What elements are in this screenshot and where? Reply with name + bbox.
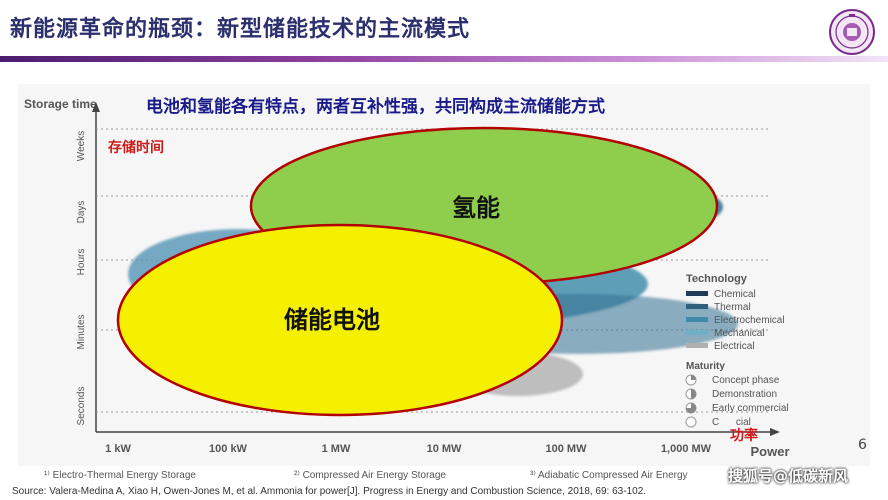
x-tick-1mw: 1 MW: [322, 443, 351, 455]
legend-technology-electrochemical: Electrochemical: [714, 315, 785, 326]
x-axis-title: Power: [750, 444, 789, 459]
y-tick-seconds: Seconds: [76, 387, 87, 426]
early-commercial-fill: [686, 403, 696, 413]
commercial-icon: [685, 416, 697, 428]
y-tick-hours: Hours: [76, 249, 87, 276]
x-tick-100mw: 100 MW: [546, 443, 588, 455]
x-tick-100kw: 100 kW: [209, 443, 248, 455]
storage-chart: Storage time 电池和氢能各有特点，两者互补性强，共同构成主流储能方式…: [18, 84, 870, 466]
legend-technology-items: Chemical Thermal Electrochemical Mechanical…: [686, 289, 785, 352]
legend-swatch-thermal: [686, 304, 708, 309]
battery-label: 储能电池: [284, 306, 380, 334]
legend: Technology Chemical Thermal Electrochemica…: [685, 273, 789, 428]
chart-headline: 电池和氢能各有特点，两者互补性强，共同构成主流储能方式: [146, 96, 605, 117]
storage-chart-svg: Storage time 电池和氢能各有特点，两者互补性强，共同构成主流储能方式…: [18, 84, 870, 466]
battery-region: [116, 223, 564, 417]
x-tick-1kw: 1 kW: [105, 443, 131, 455]
x-tick-10mw: 10 MW: [427, 443, 462, 455]
legend-maturity-demonstration: Demonstration: [712, 389, 777, 400]
university-seal-icon: [829, 9, 875, 55]
legend-swatch-electrochemical: [686, 317, 708, 322]
legend-swatch-chemical: [686, 291, 708, 296]
y-tick-minutes: Minutes: [76, 314, 87, 349]
legend-swatch-mechanical: [686, 330, 708, 335]
legend-technology-mechanical: Mechanical: [714, 328, 765, 339]
legend-maturity-title: Maturity: [686, 361, 725, 372]
legend-maturity-commercial: C cial: [712, 417, 751, 428]
legend-technology-title: Technology: [686, 273, 748, 285]
legend-maturity-concept: Concept phase: [712, 375, 780, 386]
x-axis-arrow-icon: [770, 428, 780, 436]
slide-title: 新能源革命的瓶颈：新型储能技术的主流模式: [10, 17, 471, 42]
legend-technology-chemical: Chemical: [714, 289, 756, 300]
x-axis-title-cn: 功率: [730, 427, 758, 444]
concept-phase-fill: [691, 375, 696, 380]
x-tick-1000mw: 1,000 MW: [661, 443, 712, 455]
legend-technology-thermal: Thermal: [714, 302, 751, 313]
page-number: 6: [858, 437, 867, 453]
y-axis-title: Storage time: [24, 97, 97, 111]
y-axis-title-cn: 存储时间: [108, 139, 164, 156]
y-tick-days: Days: [76, 201, 87, 224]
source-citation: Source: Valera-Medina A, Xiao H, Owen-Jo…: [12, 486, 647, 497]
footnote-caes: ²⁾ Compressed Air Energy Storage: [294, 470, 446, 481]
y-tick-weeks: Weeks: [76, 131, 87, 161]
footnote-etes: ¹⁾ Electro-Thermal Energy Storage: [44, 470, 196, 481]
y-axis-arrow-icon: [92, 102, 100, 112]
watermark: 搜狐号@低碳新风: [728, 467, 849, 485]
legend-swatch-electrical: [686, 343, 708, 348]
demonstration-fill: [691, 389, 696, 399]
title-underline: [0, 56, 888, 62]
footnotes: ¹⁾ Electro-Thermal Energy Storage ²⁾ Com…: [44, 470, 744, 484]
legend-maturity-early: Early commercial: [712, 403, 789, 414]
footnote-acaes: ³⁾ Adiabatic Compressed Air Energy: [530, 470, 688, 481]
legend-technology-electrical: Electrical: [714, 341, 755, 352]
hydrogen-label: 氢能: [452, 194, 500, 222]
